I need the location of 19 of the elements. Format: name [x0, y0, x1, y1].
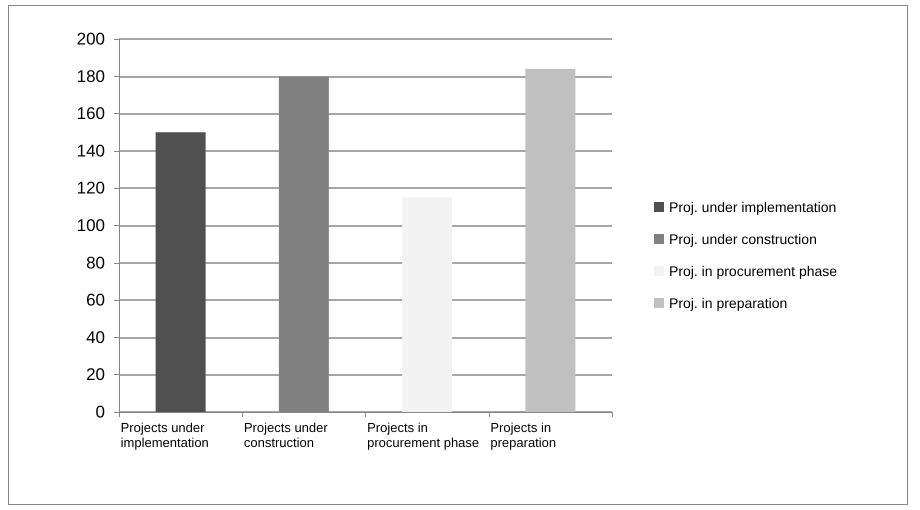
- legend-label: Proj. in procurement phase: [669, 263, 838, 279]
- y-tick-label: 120: [76, 178, 105, 198]
- x-tick-label: Projects in preparation: [490, 420, 556, 450]
- legend-label: Proj. under construction: [669, 231, 817, 247]
- y-tick-label: 200: [76, 30, 105, 48]
- y-tick-label: 140: [76, 141, 105, 160]
- y-tick-label: 40: [86, 328, 105, 347]
- y-tick-label: 100: [76, 216, 105, 235]
- x-tick-label: Projects in procurement phase: [367, 420, 480, 450]
- x-tick-label: Projects under implementation: [120, 420, 209, 450]
- y-tick-label: 60: [86, 290, 105, 310]
- y-tick-label: 80: [86, 253, 105, 272]
- x-tick-label: Projects under construction: [244, 420, 332, 450]
- y-tick-label: 20: [86, 365, 105, 384]
- y-tick-label: 160: [76, 104, 105, 124]
- legend-label: Proj. in preparation: [669, 295, 788, 311]
- y-tick-label: 0: [96, 402, 105, 422]
- legend-label: Proj. under implementation: [669, 199, 836, 215]
- y-tick-label: 180: [76, 66, 105, 86]
